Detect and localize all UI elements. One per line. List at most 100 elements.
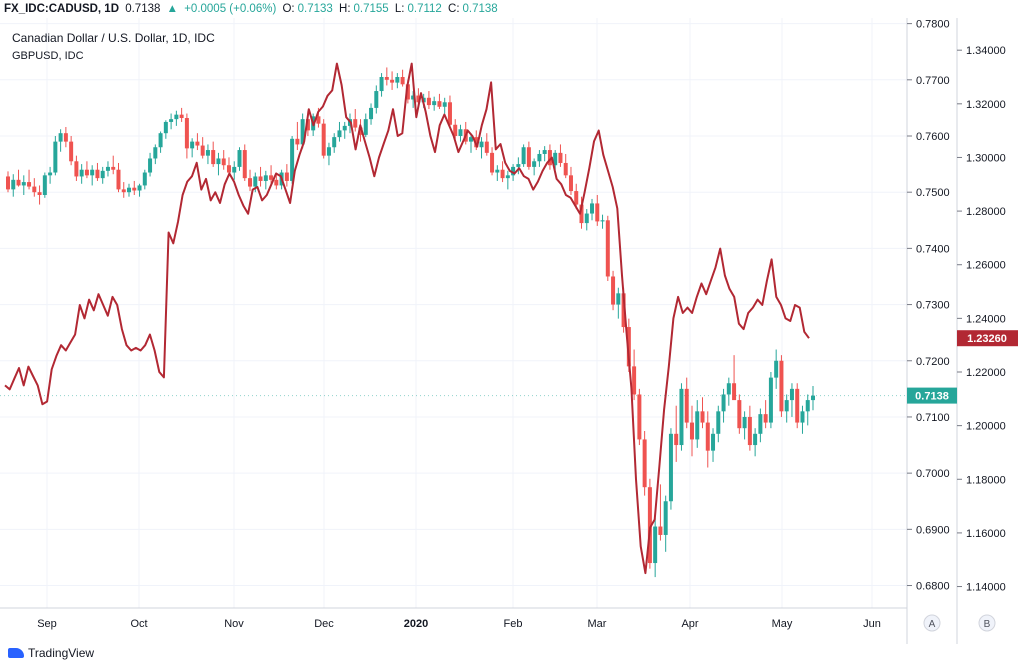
candle-body [684,388,689,423]
candle-body [600,220,605,222]
candle-body [605,220,610,277]
candle-body [526,147,531,167]
candle-body [479,141,484,148]
cad-tick-label: 0.7800 [916,19,950,31]
candle-body [474,137,479,148]
candle-body [300,119,305,145]
candle-body [542,150,547,154]
candle-body [332,137,337,148]
candle-body [595,203,600,222]
time-tick-label: 2020 [404,618,428,630]
candle-body [653,526,658,564]
scale-a-button[interactable]: A [923,614,941,632]
candle-body [432,101,437,106]
candle-body [637,394,642,440]
symbol-name[interactable]: FX_IDC:CADUSD, 1D [4,3,120,15]
cad-tick-label: 0.7200 [916,356,950,368]
candle-body [316,116,321,124]
candle-body [174,114,179,120]
tradingview-icon [8,648,24,658]
candle-body [616,293,621,305]
candle-body [568,175,573,192]
candle-body [237,150,242,167]
candle-body [305,119,310,131]
open-value: 0.7133 [297,3,333,15]
candle-body [674,433,679,446]
gbp-price-scale[interactable]: 1.34000 1.32000 1.30000 1.28000 1.26000 1.240… [957,45,1006,594]
tradingview-logo[interactable]: TradingView [8,646,94,660]
candle-body [363,119,368,135]
candle-body [447,102,452,125]
cad-price-scale[interactable]: 0.7800 0.7700 0.7600 0.7500 0.7400 0.7300 0.72… [907,19,950,593]
candle-body [74,161,79,177]
low-label: L: [394,3,405,15]
gbp-tick-label: 1.26000 [966,260,1006,272]
gbp-tick-label: 1.16000 [966,528,1006,540]
time-tick-label: Sep [37,618,57,630]
candle-body [626,327,631,367]
low-value: 0.7112 [407,3,442,15]
candle-body [732,383,737,401]
candle-body [69,141,74,162]
open-label: O: [282,3,295,15]
gbp-tick-label: 1.34000 [966,45,1006,57]
candle-body [747,416,752,446]
scale-a-label: A [929,619,936,630]
candle-body [532,161,537,167]
candle-body [142,172,147,186]
candle-body [711,433,716,451]
candle-body [663,501,668,535]
candle-body [258,176,263,181]
candle-body [458,129,463,136]
candle-body [21,182,26,186]
right-axis-background [907,18,1018,608]
gbp-tick-label: 1.22000 [966,367,1006,379]
candle-body [758,414,763,434]
candle-body [158,133,163,148]
candle-body [369,107,374,120]
cad-tick-label: 0.7100 [916,412,950,424]
cad-tick-label: 0.7700 [916,75,950,87]
gbp-last-price-tag: 1.23260 [957,330,1018,347]
time-axis[interactable]: Sep Oct Nov Dec 2020 Feb Mar Apr May Jun [37,618,881,630]
candle-body [574,191,579,205]
price-chart[interactable]: 0.7800 0.7700 0.7600 0.7500 0.7400 0.7300 0.72… [0,18,1018,644]
gbp-tick-label: 1.32000 [966,99,1006,111]
high-value: 0.7155 [353,3,389,15]
cad-tick-label: 0.7600 [916,131,950,143]
candle-body [63,133,68,142]
candle-body [384,77,389,80]
close-value: 0.7138 [462,3,498,15]
candle-body [437,101,442,107]
candle-body [48,172,53,176]
candle-body [116,169,121,190]
candle-body [774,360,779,378]
candle-body [90,169,95,176]
scale-b-button[interactable]: B [978,614,996,632]
candle-body [721,394,726,412]
candle-body [216,158,221,165]
candle-body [521,147,526,165]
candle-body [195,141,200,146]
candle-body [558,152,563,163]
candle-body [753,433,758,446]
candle-body [84,169,89,176]
candle-body [326,147,331,156]
cad-candles [6,67,815,578]
candle-body [716,411,721,434]
gbp-tick-label: 1.24000 [966,313,1006,325]
candle-body [211,150,216,165]
candle-body [700,411,705,423]
triangle-up-icon: ▲ [166,3,178,15]
candle-body [621,293,626,328]
candle-body [795,388,800,423]
gbp-tick-label: 1.18000 [966,474,1006,486]
gbp-series-line [4,62,810,575]
candle-body [784,400,789,412]
candle-body [737,400,742,429]
candle-body [805,400,810,412]
candle-body [58,133,63,142]
gbp-tick-label: 1.20000 [966,421,1006,433]
candle-body [105,166,110,171]
candle-body [537,153,542,162]
